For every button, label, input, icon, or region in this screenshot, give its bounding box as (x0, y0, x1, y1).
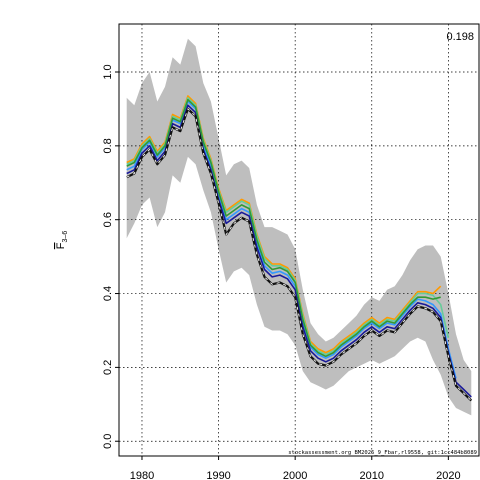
svg-text:F3–6: F3–6 (55, 231, 69, 250)
y-axis-label-subscript: 3–6 (62, 231, 69, 243)
estimate-line-dash (126, 108, 472, 401)
series-lines (126, 95, 473, 402)
x-tick-label-2: 2000 (283, 470, 307, 480)
series-line-0 (126, 95, 442, 354)
x-tick-label-4: 2020 (436, 470, 460, 480)
series-line-4 (126, 98, 441, 358)
series-line-3 (126, 104, 472, 398)
corner-value: 0.198 (446, 31, 474, 43)
axis-ticks (115, 71, 449, 460)
footer-text: stockassessment.org BM2026_9_Fbar,rl9558… (288, 450, 477, 456)
y-axis-label-main: F (55, 242, 67, 249)
x-tick-label-0: 1980 (130, 470, 154, 480)
y-tick-label-4: 0.8 (102, 138, 114, 153)
tick-labels: 1980 1990 2000 2010 2020 0.0 0.2 0.4 0.6 0.8 1.0 (102, 64, 461, 480)
y-tick-label-2: 0.4 (102, 286, 114, 301)
y-tick-label-5: 1.0 (102, 64, 114, 79)
x-tick-label-3: 2010 (360, 470, 384, 480)
y-tick-label-0: 0.0 (102, 434, 114, 449)
x-tick-label-1: 1990 (206, 470, 230, 480)
plot-frame (118, 23, 480, 457)
y-tick-label-1: 0.2 (102, 360, 114, 375)
y-axis-label: F3–6 (55, 231, 69, 250)
y-tick-label-3: 0.6 (102, 212, 114, 227)
